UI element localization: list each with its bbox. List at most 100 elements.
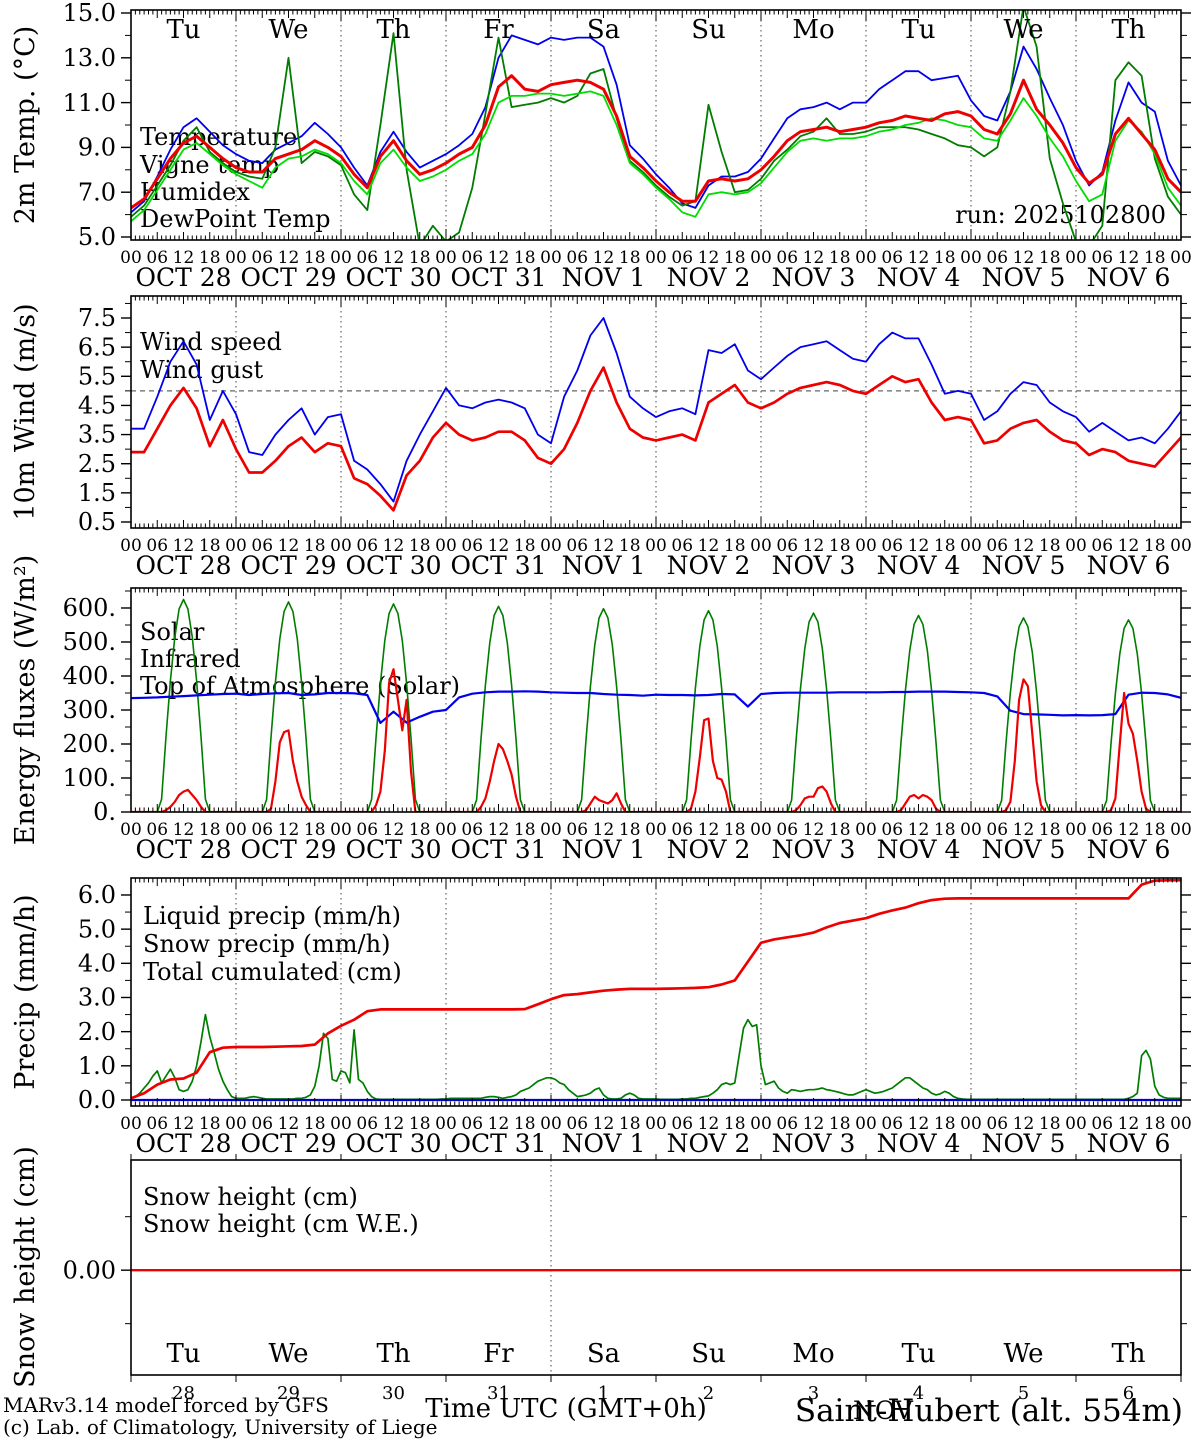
- hour-tick-label: 00: [120, 536, 142, 556]
- run-label: run: 2025102800: [955, 201, 1166, 229]
- legend-liquid-precip: Liquid precip (mm/h): [143, 902, 401, 930]
- hour-tick-label: 12: [593, 248, 615, 268]
- hour-tick-label: 06: [776, 1114, 798, 1134]
- hour-tick-label: 12: [278, 536, 300, 556]
- hour-tick-label: 12: [278, 820, 300, 840]
- hour-tick-label: 12: [1013, 536, 1035, 556]
- hour-tick-label: 12: [488, 536, 510, 556]
- hour-tick-label: 00: [225, 248, 247, 268]
- y-axis-title-energy: Energy fluxes (W/m²): [10, 555, 41, 846]
- legend-infrared: Infrared: [140, 645, 241, 673]
- day-letter-label: Th: [1111, 15, 1145, 45]
- date-label: OCT 30: [345, 263, 441, 292]
- y-tick-label: 1.5: [78, 479, 116, 507]
- day-letter-label: We: [269, 15, 309, 45]
- y-tick-label: 1.0: [78, 1052, 116, 1080]
- day-number-label: 3: [808, 1383, 819, 1404]
- hour-tick-label: 06: [1091, 1114, 1113, 1134]
- y-tick-label: 5.0: [78, 223, 116, 251]
- hour-tick-label: 12: [173, 820, 195, 840]
- hour-tick-label: 06: [881, 1114, 903, 1134]
- date-label: OCT 28: [135, 835, 231, 864]
- y-tick-label: 2.5: [78, 450, 116, 478]
- hour-tick-label: 12: [593, 1114, 615, 1134]
- y-tick-label: 13.0: [63, 44, 116, 72]
- hour-tick-label: 06: [1091, 820, 1113, 840]
- hour-tick-label: 18: [724, 536, 746, 556]
- hour-tick-label: 18: [724, 248, 746, 268]
- hour-tick-label: 12: [1118, 1114, 1140, 1134]
- hour-tick-label: 00: [1065, 1114, 1087, 1134]
- day-letter-label: Sa: [587, 15, 620, 45]
- day-letter-label: Mo: [792, 15, 834, 45]
- hour-tick-label: 00: [855, 820, 877, 840]
- hour-tick-label: 06: [1091, 536, 1113, 556]
- hour-tick-label: 12: [803, 1114, 825, 1134]
- hour-tick-label: 12: [698, 820, 720, 840]
- panel-wind: 7.56.55.54.53.52.51.50.500 06 12 18 00 06 12 18…: [78, 295, 1192, 580]
- series-liquid-precip: [131, 1013, 1181, 1101]
- hour-tick-label: 06: [461, 820, 483, 840]
- day-letter-label: Th: [376, 15, 410, 45]
- hour-tick-label: 18: [934, 248, 956, 268]
- hour-tick-label: 00: [645, 536, 667, 556]
- y-tick-label: 4.0: [78, 949, 116, 977]
- hour-tick-label: 06: [461, 248, 483, 268]
- hour-tick-label: 00: [330, 1114, 352, 1134]
- hour-tick-label: 12: [803, 248, 825, 268]
- hour-tick-label: 12: [1118, 820, 1140, 840]
- legend-solar: Solar: [140, 618, 205, 646]
- hour-tick-label: 18: [514, 820, 536, 840]
- hour-tick-label: 00: [225, 1114, 247, 1134]
- hour-tick-label: 06: [881, 248, 903, 268]
- hour-tick-label: 00: [435, 248, 457, 268]
- date-label: NOV 6: [1087, 263, 1171, 292]
- hour-tick-label: 00: [435, 536, 457, 556]
- series-total-cumulated: [131, 878, 1181, 1100]
- hour-tick-label: 12: [1013, 820, 1035, 840]
- hour-tick-label: 18: [409, 820, 431, 840]
- hour-tick-label: 12: [173, 248, 195, 268]
- hour-tick-label: 12: [488, 820, 510, 840]
- x-axis-title: Time UTC (GMT+0h): [425, 1394, 706, 1424]
- hour-tick-label: 12: [698, 536, 720, 556]
- hour-tick-label: 18: [619, 1114, 641, 1134]
- hour-tick-label: 12: [173, 1114, 195, 1134]
- date-label: OCT 28: [135, 551, 231, 580]
- hour-tick-label: 00: [1065, 536, 1087, 556]
- y-tick-label: 600.: [63, 594, 116, 622]
- day-number-label: 2: [703, 1383, 714, 1404]
- hour-tick-label: 00: [330, 536, 352, 556]
- hour-tick-label: 12: [173, 536, 195, 556]
- y-tick-label: 0.: [93, 798, 116, 826]
- y-tick-label: 3.5: [78, 421, 116, 449]
- series-vigne-temp: [131, 10, 1181, 240]
- hour-tick-label: 00: [750, 1114, 772, 1134]
- hour-tick-label: 18: [934, 820, 956, 840]
- y-axis-title-temp: 2m Temp. (°C): [10, 26, 41, 225]
- date-label: NOV 1: [562, 835, 646, 864]
- hour-tick-label: 12: [383, 248, 405, 268]
- day-letter-label: Tu: [901, 1339, 935, 1369]
- hour-tick-label: 06: [566, 536, 588, 556]
- hour-tick-label: 00: [855, 1114, 877, 1134]
- hour-tick-label: 18: [199, 536, 221, 556]
- hour-tick-label: 00: [645, 820, 667, 840]
- hour-tick-label: 18: [1144, 820, 1166, 840]
- day-number-label: 1: [598, 1383, 609, 1404]
- date-label: OCT 28: [135, 263, 231, 292]
- hour-tick-label: 06: [671, 536, 693, 556]
- hour-tick-label: 18: [199, 1114, 221, 1134]
- hour-tick-label: 00: [225, 536, 247, 556]
- day-number-label: 5: [1018, 1383, 1029, 1404]
- date-label: OCT 31: [450, 835, 546, 864]
- y-tick-label: 0.00: [63, 1256, 116, 1284]
- hour-tick-label: 12: [908, 248, 930, 268]
- y-tick-label: 6.5: [78, 333, 116, 361]
- day-letter-label: Tu: [166, 15, 200, 45]
- date-label: NOV 1: [562, 1129, 646, 1158]
- hour-tick-label: 18: [619, 248, 641, 268]
- hour-tick-label: 06: [251, 536, 273, 556]
- hour-tick-label: 18: [619, 536, 641, 556]
- hour-tick-label: 00: [960, 1114, 982, 1134]
